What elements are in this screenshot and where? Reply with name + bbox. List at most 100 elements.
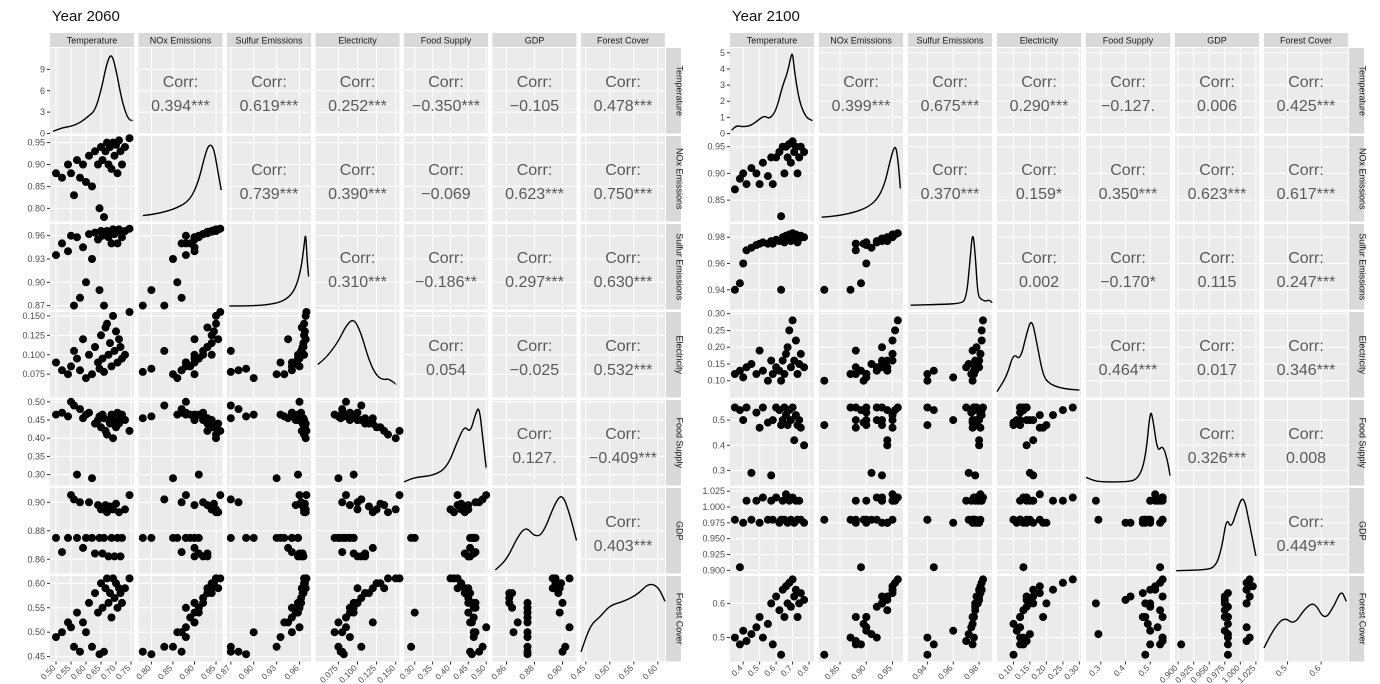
scatter-point — [181, 623, 190, 632]
x-tick-label: 0.85 — [156, 663, 175, 682]
scatter-point — [1158, 592, 1167, 601]
scatter-point — [212, 434, 220, 443]
scatter-point — [820, 285, 829, 294]
cell-background — [997, 224, 1081, 310]
cell-1-food-elec — [997, 400, 1081, 486]
scatter-point — [361, 552, 370, 561]
scatter-point — [482, 623, 491, 632]
scatter-point — [116, 343, 125, 351]
scatter-point — [160, 495, 169, 504]
scatter-point — [1138, 515, 1147, 524]
col-strip-label: Temperature — [67, 36, 118, 46]
scatter-point — [190, 533, 199, 542]
scatter-point — [786, 363, 795, 372]
x-tick-label: 0.4 — [1112, 663, 1128, 679]
scatter-point — [1242, 585, 1251, 594]
x-tick-label: 0.6 — [1307, 663, 1323, 679]
scatter-point — [361, 414, 370, 423]
scatter-point — [115, 335, 123, 344]
scatter-point — [1245, 633, 1254, 642]
scatter-point — [190, 552, 199, 561]
col-strip-label: Forest Cover — [597, 36, 649, 46]
scatter-point — [730, 285, 739, 294]
col-strip-0-sulfur: Sulfur Emissions — [227, 33, 311, 47]
scatter-point — [342, 491, 350, 500]
scatter-point — [91, 228, 99, 237]
scatter-point — [735, 366, 744, 375]
scatter-point — [284, 335, 293, 344]
x-tick-label: 0.40 — [433, 663, 452, 682]
cell-background — [997, 48, 1081, 134]
scatter-point — [98, 354, 107, 363]
cell-0-nox-sulfur: Corr: 0.739*** — [227, 136, 311, 222]
cell-background — [1264, 48, 1348, 134]
cell-1-sulfur-gdp: Corr: 0.115 — [1175, 224, 1259, 310]
cell-background — [1264, 312, 1348, 398]
scatter-point — [469, 598, 478, 607]
scatter-point — [851, 423, 860, 432]
scatter-point — [1035, 589, 1044, 598]
col-strip-bg — [404, 33, 488, 47]
scatter-point — [739, 169, 748, 178]
scatter-point — [735, 640, 744, 649]
scatter-point — [330, 628, 339, 637]
scatter-point — [103, 430, 111, 439]
cell-0-elec-temp: 0.075 0.100 0.125 0.150 — [22, 308, 134, 398]
scatter-point — [138, 414, 147, 423]
cell-0-temp-temp: 0 3 6 9 — [40, 48, 134, 139]
col-strip-bg — [50, 33, 134, 47]
x-tick-label: 0.3 — [1087, 663, 1103, 679]
cell-0-food-forest: Corr: −0.409*** — [581, 400, 665, 486]
scatter-point — [113, 169, 122, 178]
scatter-point — [788, 575, 797, 584]
scatter-point — [883, 441, 892, 450]
cell-1-sulfur-elec: Corr: 0.002 — [997, 224, 1081, 310]
scatter-point — [772, 592, 781, 601]
scatter-point — [1177, 640, 1186, 649]
cell-1-forest-nox: 0.85 0.90 0.95 — [819, 575, 903, 682]
cell-0-gdp-elec — [315, 488, 404, 574]
col-strip-1-forest: Forest Cover — [1264, 33, 1348, 47]
scatter-point — [795, 496, 804, 505]
scatter-point — [1022, 441, 1031, 450]
corr-label: Corr: — [1199, 338, 1235, 355]
y-tick-label: 1 — [720, 112, 725, 122]
scatter-point — [862, 403, 871, 412]
cell-1-temp-sulfur: Corr: 0.675*** — [908, 48, 992, 134]
scatter-point — [85, 230, 93, 239]
scatter-point — [107, 613, 116, 622]
scatter-point — [923, 376, 932, 385]
cell-0-forest-gdp: 0.86 0.88 0.90 — [489, 574, 577, 682]
row-strip-0-gdp: GDP — [666, 488, 685, 574]
y-tick-label: 0.50 — [27, 397, 45, 407]
scatter-point — [735, 279, 744, 288]
x-tick-label: 0.20 — [1029, 663, 1048, 682]
scatter-point — [891, 326, 900, 335]
x-tick-label: 0.80 — [134, 663, 153, 682]
scatter-point — [878, 496, 886, 505]
scatter-point — [147, 533, 156, 542]
scatter-point — [1035, 582, 1044, 591]
scatter-point — [216, 574, 225, 583]
scatter-point — [214, 508, 223, 517]
row-strip-label: Forest Cover — [1358, 593, 1368, 645]
scatter-point — [758, 633, 767, 642]
cell-0-food-nox — [138, 397, 225, 486]
row-strip-1-food: Food Supply — [1349, 400, 1368, 486]
corr-value: 0.247*** — [1277, 274, 1336, 291]
scatter-point — [893, 403, 902, 412]
row-strip-0-food: Food Supply — [666, 400, 685, 486]
scatter-point — [752, 408, 761, 417]
scatter-point — [739, 518, 748, 527]
cell-background — [581, 400, 665, 486]
scatter-point — [793, 613, 802, 621]
scatter-point — [190, 233, 199, 242]
scatter-point — [234, 647, 243, 656]
scatter-point — [70, 301, 78, 310]
cell-0-nox-nox — [138, 136, 223, 222]
row-strip-label: GDP — [675, 521, 685, 541]
scatter-point — [1029, 585, 1038, 594]
scatter-point — [300, 319, 309, 328]
corr-value: 0.532*** — [594, 362, 653, 379]
cell-background — [1086, 136, 1170, 222]
